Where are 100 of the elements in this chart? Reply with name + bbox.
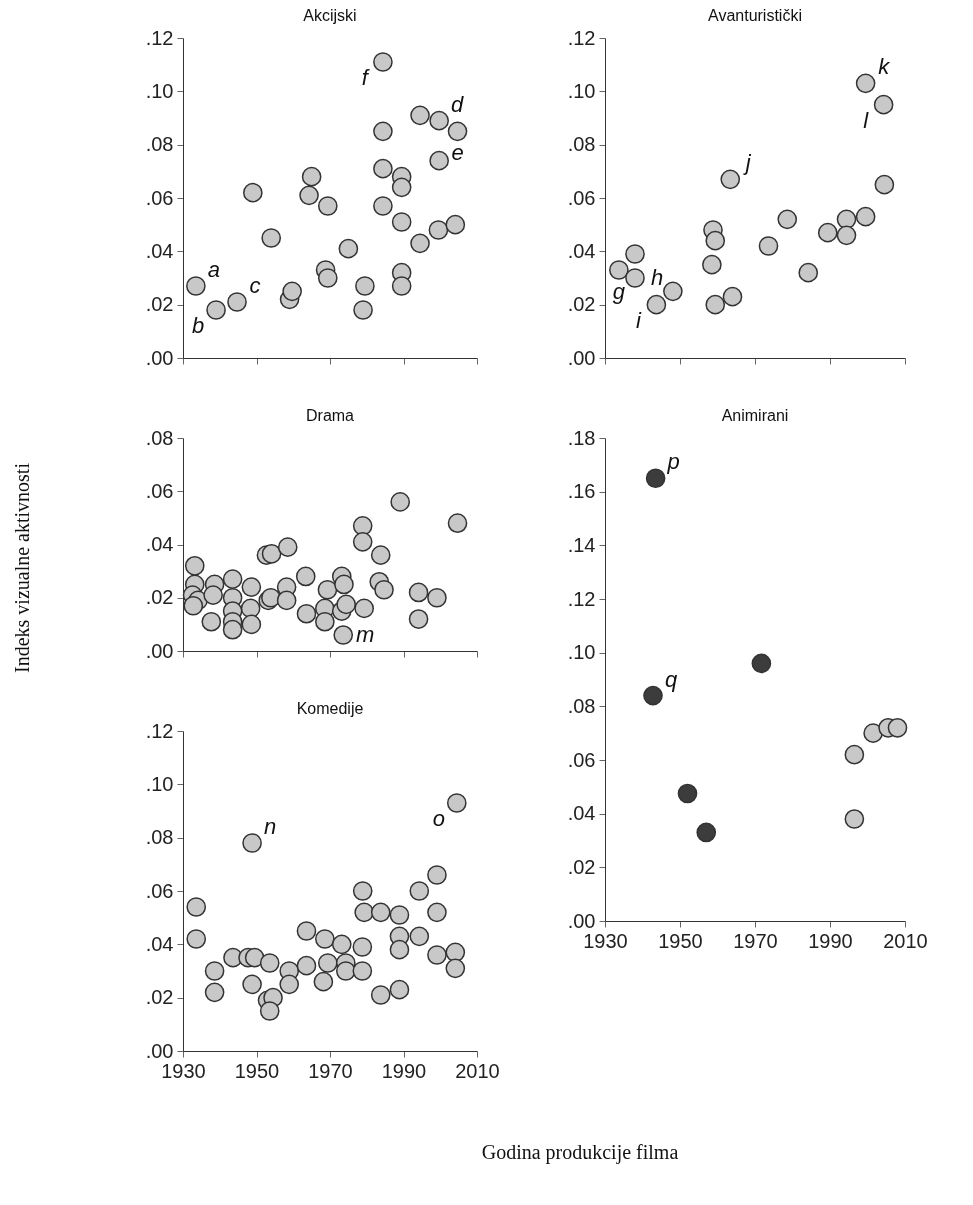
y-tick-label: .06 <box>145 479 174 502</box>
y-tick-label: .18 <box>567 426 596 449</box>
y-tick-label: .08 <box>145 426 174 449</box>
point <box>352 532 373 552</box>
chart-title: Akcijski <box>303 7 357 24</box>
y-tick-label: .06 <box>145 186 174 209</box>
point <box>276 590 297 611</box>
annotation: h <box>650 265 664 290</box>
point <box>296 955 317 976</box>
point <box>645 468 666 489</box>
point <box>259 1001 280 1021</box>
point <box>374 579 394 600</box>
point <box>261 544 282 564</box>
y-tick-label: .06 <box>567 748 596 771</box>
point <box>206 300 226 320</box>
x-tick-label: 2010 <box>883 929 928 952</box>
chart-title: Avanturistički <box>708 7 802 24</box>
annotation: d <box>451 91 465 117</box>
point <box>282 281 302 302</box>
point <box>186 929 207 949</box>
y-tick-label: .04 <box>567 239 596 262</box>
x-tick-label: 1990 <box>381 1059 427 1082</box>
y-tick-label: .12 <box>145 719 174 742</box>
annotation: a <box>207 257 220 282</box>
point <box>241 614 262 635</box>
point <box>317 196 338 216</box>
point <box>445 958 466 979</box>
point <box>855 206 876 227</box>
y-tick-label: .08 <box>145 133 174 156</box>
y-tick-label: .02 <box>145 293 174 316</box>
point <box>259 953 280 973</box>
point <box>625 268 645 288</box>
point <box>373 158 393 179</box>
annotation: n <box>263 814 277 839</box>
y-tick-label: .04 <box>145 533 174 555</box>
point <box>299 185 319 206</box>
annotation: l <box>863 107 870 133</box>
y-tick-label: .02 <box>145 986 174 1009</box>
y-tick-label: .16 <box>567 480 596 503</box>
y-tick-label: .10 <box>145 79 174 102</box>
y-tick-label: .10 <box>567 641 596 664</box>
x-tick-label: 1970 <box>733 929 778 952</box>
point <box>410 233 430 254</box>
point <box>335 961 356 981</box>
point <box>370 545 391 565</box>
point <box>336 594 356 615</box>
point <box>241 577 262 597</box>
point <box>445 942 466 963</box>
point <box>391 212 412 232</box>
point <box>242 833 262 853</box>
point <box>279 974 300 995</box>
point <box>777 209 798 230</box>
point <box>389 979 410 1000</box>
point <box>705 230 726 251</box>
point <box>186 897 207 917</box>
point <box>643 685 663 706</box>
point <box>301 166 322 187</box>
annotation: q <box>664 666 678 692</box>
point <box>390 492 411 512</box>
point <box>222 619 243 640</box>
y-tick-label: .00 <box>567 909 596 932</box>
point <box>836 225 857 246</box>
point <box>296 921 317 941</box>
point <box>352 961 373 981</box>
point <box>391 177 412 198</box>
point <box>720 169 741 190</box>
y-tick-label: .00 <box>145 639 174 662</box>
point <box>244 947 265 968</box>
annotation: i <box>635 307 642 333</box>
point <box>429 150 449 171</box>
annotation: c <box>249 273 261 298</box>
point <box>204 961 225 981</box>
chart-title: Animirani <box>721 407 789 424</box>
point <box>758 236 779 256</box>
y-tick-label: .02 <box>567 293 596 316</box>
point <box>184 555 205 576</box>
point <box>295 566 316 587</box>
y-tick-label: .12 <box>567 26 596 49</box>
point <box>646 294 667 315</box>
point <box>391 276 412 296</box>
point <box>373 52 393 72</box>
point <box>844 744 865 765</box>
point <box>222 569 243 589</box>
point <box>204 982 225 1003</box>
point <box>445 214 466 235</box>
annotation: p <box>666 449 680 475</box>
annotation: f <box>361 65 371 90</box>
point <box>352 881 373 901</box>
x-tick-label: 1970 <box>308 1059 353 1082</box>
point <box>315 929 335 949</box>
y-axis-title: Indeks vizualne aktivnosti <box>11 462 33 673</box>
point <box>873 94 894 115</box>
point <box>887 717 908 738</box>
x-tick-label: 1950 <box>658 929 703 952</box>
point <box>353 300 373 320</box>
point <box>203 585 223 605</box>
annotation: m <box>356 622 375 648</box>
point <box>242 974 262 995</box>
y-tick-label: .04 <box>145 239 174 262</box>
point <box>409 926 430 947</box>
